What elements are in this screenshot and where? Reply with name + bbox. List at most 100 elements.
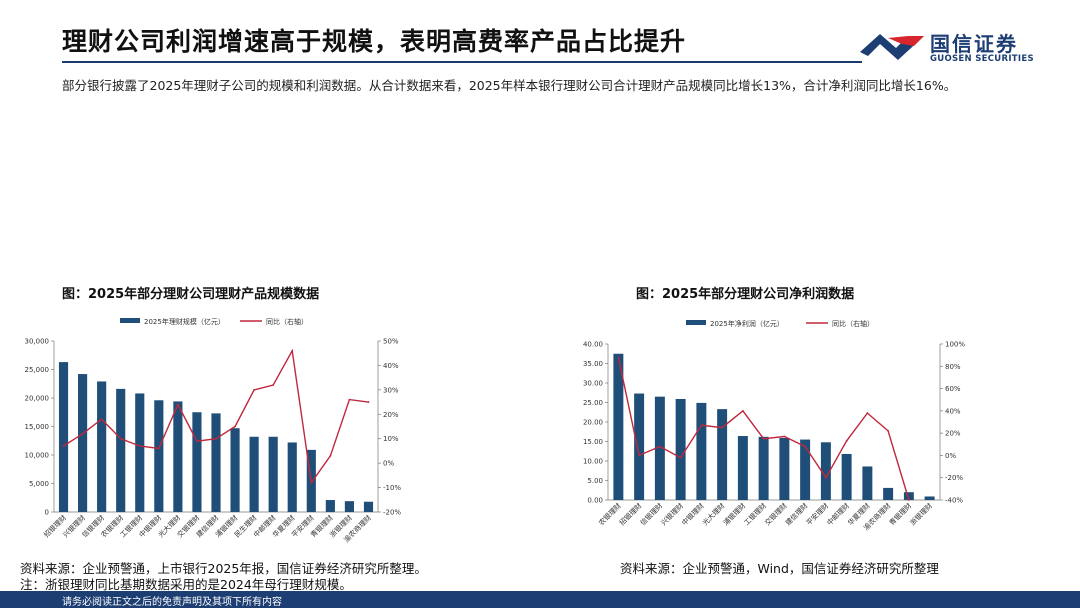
right-tick-label: 40% <box>383 362 399 370</box>
bar <box>717 409 728 500</box>
left-source: 资料来源：企业预警通，上市银行2025年报，国信证券经济研究所整理。 <box>20 561 427 576</box>
legend-bar-swatch <box>686 320 706 325</box>
yoy-point <box>215 437 217 440</box>
left-chart-title: 图：2025年部分理财公司理财产品规模数据 <box>62 287 320 302</box>
yoy-point <box>234 425 236 428</box>
yoy-point <box>658 445 661 448</box>
left-tick-label: 30.00 <box>583 380 603 388</box>
yoy-point <box>176 403 179 406</box>
bar <box>654 396 665 500</box>
yoy-point <box>824 476 827 479</box>
yoy-point <box>157 447 160 450</box>
left-tick-label: 25,000 <box>25 366 50 374</box>
footer-disclaimer: 请务必阅读正文之后的免责声明及其项下所有内容 <box>62 597 282 608</box>
bar <box>862 466 873 500</box>
bar <box>675 398 686 500</box>
right-tick-label: 20% <box>383 411 399 419</box>
left-tick-label: 0.00 <box>587 497 603 505</box>
yoy-point <box>679 456 682 459</box>
right-tick-label: -10% <box>383 484 401 492</box>
right-tick-label: 40% <box>945 407 961 415</box>
bar <box>249 436 259 512</box>
profit-chart: 2025年净利润（亿元） 同比（右轴） 0.00 5.00 10.00 15.00 20.0… <box>583 319 965 532</box>
bar <box>634 393 645 500</box>
yoy-point <box>866 412 869 414</box>
right-tick-label: 50% <box>383 338 399 346</box>
yoy-point <box>253 388 256 391</box>
category-label: 浙银理财 <box>908 501 934 527</box>
bar <box>78 374 88 512</box>
bar <box>211 413 221 512</box>
left-tick-label: 15.00 <box>583 438 603 446</box>
left-tick-label: 35.00 <box>583 360 603 368</box>
left-tick-label: 5,000 <box>29 480 49 488</box>
bar <box>924 496 935 500</box>
bar <box>154 400 164 512</box>
logo-mark-icon <box>860 34 924 60</box>
bar <box>883 487 894 500</box>
yoy-point <box>845 440 848 442</box>
yoy-point <box>887 430 890 432</box>
right-tick-label: 0% <box>383 460 394 468</box>
left-tick-label: 20.00 <box>583 419 603 427</box>
brand-logo: 国信证券 GUOSEN SECURITIES <box>858 26 1058 66</box>
legend-line-label: 同比（右轴） <box>832 319 874 328</box>
bar <box>287 442 297 512</box>
yoy-point <box>81 432 84 435</box>
bar <box>325 500 335 512</box>
left-tick-label: 5.00 <box>587 477 603 485</box>
yoy-point <box>783 435 786 438</box>
right-tick-label: 60% <box>945 385 961 393</box>
left-tick-label: 10.00 <box>583 458 603 466</box>
right-tick-label: 30% <box>383 386 399 394</box>
bar <box>903 492 914 500</box>
right-tick-label: 80% <box>945 363 961 371</box>
left-tick-label: 0 <box>45 509 49 517</box>
bar <box>779 437 790 500</box>
right-tick-label: 100% <box>945 341 965 349</box>
bar <box>613 353 624 500</box>
bar <box>173 401 183 512</box>
bar <box>800 439 811 500</box>
yoy-point <box>367 401 370 403</box>
bar <box>820 442 831 500</box>
right-chart-title: 图：2025年部分理财公司净利润数据 <box>636 287 855 302</box>
footer-bar: 请务必阅读正文之后的免责声明及其项下所有内容 <box>0 591 1080 608</box>
yoy-point <box>196 440 198 443</box>
right-tick-label: -20% <box>945 474 963 482</box>
legend-line-label: 同比（右轴） <box>266 317 308 326</box>
bar <box>758 436 769 500</box>
yoy-point <box>119 437 122 440</box>
yoy-point <box>272 384 275 386</box>
yoy-point <box>348 398 351 401</box>
legend-bar-label: 2025年净利润（亿元） <box>710 319 784 328</box>
right-tick-label: -20% <box>383 509 401 517</box>
legend-bar-label: 2025年理财规模（亿元） <box>144 317 225 326</box>
yoy-point <box>62 445 65 447</box>
yoy-point <box>617 356 620 359</box>
right-tick-label: 0% <box>945 452 956 460</box>
yoy-point <box>907 499 910 501</box>
yoy-point <box>329 454 332 457</box>
bar <box>230 428 240 512</box>
bar <box>841 453 852 500</box>
left-tick-label: 15,000 <box>25 423 50 431</box>
yoy-point <box>100 418 103 421</box>
yoy-point <box>762 437 765 440</box>
yoy-point <box>291 349 294 352</box>
yoy-point <box>741 409 744 412</box>
left-tick-label: 25.00 <box>583 399 603 407</box>
page-title: 理财公司利润增速高于规模，表明高费率产品占比提升 <box>62 27 687 56</box>
right-tick-label: 20% <box>945 430 961 438</box>
left-tick-label: 30,000 <box>25 338 50 346</box>
right-tick-label: 10% <box>383 435 399 443</box>
bar <box>192 412 202 512</box>
bar <box>737 436 748 500</box>
intro-paragraph: 部分银行披露了2025年理财子公司的规模和利润数据。从合计数据来看，2025年样… <box>62 78 957 93</box>
bar <box>363 501 374 512</box>
yoy-point <box>700 424 703 427</box>
logo-text-cn: 国信证券 <box>930 32 1018 56</box>
bar <box>268 436 278 512</box>
right-tick-label: -40% <box>945 497 963 505</box>
bar <box>97 381 107 512</box>
